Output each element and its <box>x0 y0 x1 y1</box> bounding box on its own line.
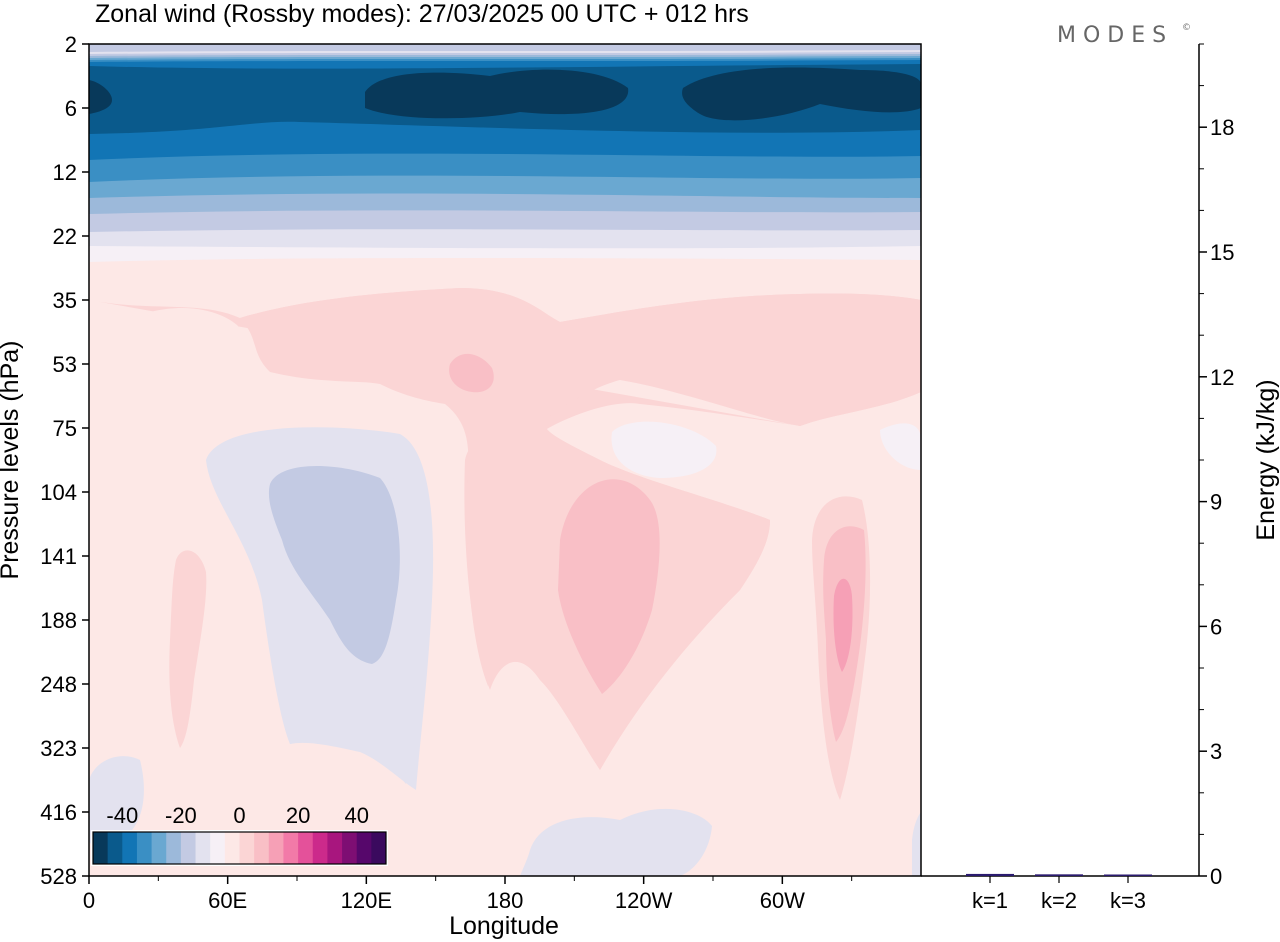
energy-tick-label: 9 <box>1210 490 1222 515</box>
colorbar-swatch <box>136 832 152 864</box>
y-tick-label: 188 <box>40 608 77 633</box>
colorbar-tick-label: 0 <box>233 803 245 828</box>
x-tick-label: 0 <box>83 888 95 913</box>
energy-tick-label: 18 <box>1210 115 1234 140</box>
y-tick-label: 35 <box>53 288 77 313</box>
colorbar-swatch <box>166 832 182 864</box>
colorbar-swatch <box>327 832 343 864</box>
y-tick-label: 416 <box>40 800 77 825</box>
chart-title: Zonal wind (Rossby modes): 27/03/2025 00… <box>95 0 749 28</box>
x-tick-label: 120E <box>341 888 392 913</box>
y-tick-label: 2 <box>65 32 77 57</box>
colorbar-swatch <box>371 832 387 864</box>
x-tick-label: 60E <box>208 888 247 913</box>
band-top <box>89 44 921 54</box>
energy-tick-label: 3 <box>1210 739 1222 764</box>
colorbar-tick-label: 20 <box>286 803 310 828</box>
energy-bar <box>1035 874 1083 876</box>
max-188hpa-central <box>558 479 660 694</box>
colorbar-swatch <box>298 832 314 864</box>
colorbar-swatch <box>151 832 167 864</box>
colorbar-swatch <box>268 832 284 864</box>
x-tick-label: 120W <box>615 888 673 913</box>
colorbar-swatch <box>93 832 109 864</box>
energy-x-axis: k=1 k=2 k=3 <box>972 876 1146 913</box>
colorbar-swatch <box>224 832 240 864</box>
zonal-wind-contour-plot <box>89 44 921 876</box>
energy-category-label: k=2 <box>1041 888 1077 913</box>
colorbar-swatch <box>107 832 123 864</box>
energy-axis-label: Energy (kJ/kg) <box>1252 379 1280 540</box>
energy-tick-label: 12 <box>1210 365 1234 390</box>
core-west <box>89 80 112 114</box>
max-188hpa-east <box>833 578 853 672</box>
colorbar <box>91 830 388 866</box>
gap-west <box>89 300 239 403</box>
colorbar-tick-label: -40 <box>106 803 138 828</box>
energy-category-label: k=3 <box>1110 888 1146 913</box>
y-axis: 2 6 12 22 35 53 75 104 141 188 248 323 416 528 <box>40 32 89 889</box>
y-tick-label: 323 <box>40 736 77 761</box>
energy-tick-label: 15 <box>1210 240 1234 265</box>
y-tick-label: 141 <box>40 544 77 569</box>
colorbar-swatch <box>254 832 270 864</box>
y-tick-label: 53 <box>53 352 77 377</box>
colorbar-frame <box>92 831 387 865</box>
energy-bars <box>966 873 1152 876</box>
y-tick-label: 12 <box>53 160 77 185</box>
easterly-lowlevel-east <box>912 812 921 876</box>
y-tick-label: 248 <box>40 672 77 697</box>
colorbar-swatch <box>342 832 358 864</box>
x-axis-label: Longitude <box>449 912 559 940</box>
colorbar-swatch <box>180 832 196 864</box>
easterly-lowlevel-central <box>520 808 712 876</box>
colorbar-swatch <box>312 832 328 864</box>
logo-copyright-mark: © <box>1182 23 1191 33</box>
energy-tick-label: 6 <box>1210 614 1222 639</box>
modes-logo: MODES <box>1057 23 1173 48</box>
energy-category-label: k=1 <box>972 888 1008 913</box>
easterly-lowlevel-west <box>89 756 144 847</box>
band-plus10-core <box>89 288 921 770</box>
y-tick-label: 75 <box>53 416 77 441</box>
colorbar-swatch <box>356 832 372 864</box>
energy-tick-label: 0 <box>1210 864 1222 889</box>
core-central <box>365 69 629 119</box>
weak-easterly-east <box>611 421 717 478</box>
colorbar-tick-label: -20 <box>165 803 197 828</box>
y-tick-label: 528 <box>40 864 77 889</box>
ridge-west <box>169 550 207 748</box>
y-tick-label: 104 <box>40 480 77 505</box>
x-tick-label: 180 <box>487 888 524 913</box>
colorbar-tick-label: 40 <box>344 803 368 828</box>
colorbar-swatch <box>239 832 255 864</box>
colorbar-ticks: -40 -20 0 20 40 <box>106 803 369 828</box>
weak-easterly-far-east <box>880 423 921 470</box>
colorbar-swatch <box>210 832 226 864</box>
max-53hpa <box>449 353 494 393</box>
energy-bar <box>1104 874 1152 876</box>
x-tick-label: 60W <box>760 888 805 913</box>
colorbar-swatch <box>283 832 299 864</box>
y-tick-label: 22 <box>53 224 77 249</box>
energy-bar <box>966 873 1014 876</box>
y-tick-label: 6 <box>65 96 77 121</box>
colorbar-swatch <box>122 832 138 864</box>
min-141hpa <box>268 465 400 664</box>
y-axis-label: Pressure levels (hPa) <box>0 341 24 580</box>
core-east <box>682 67 921 121</box>
colorbar-swatch <box>195 832 211 864</box>
x-axis: 0 60E 120E 180 120W 60W <box>83 876 853 913</box>
energy-y-axis: 0 3 6 9 12 15 18 <box>1199 43 1234 889</box>
